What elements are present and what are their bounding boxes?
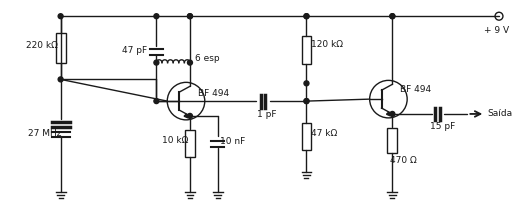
Circle shape: [304, 14, 309, 19]
Text: 1 pF: 1 pF: [257, 110, 277, 119]
Text: 15 pF: 15 pF: [430, 122, 455, 131]
Bar: [302, 123, 312, 150]
Circle shape: [390, 14, 395, 19]
Circle shape: [154, 14, 159, 19]
Text: 220 kΩ: 220 kΩ: [26, 41, 58, 50]
Text: Saída: Saída: [487, 110, 513, 118]
Circle shape: [304, 99, 309, 104]
Bar: [387, 128, 398, 154]
Text: 470 Ω: 470 Ω: [391, 156, 417, 165]
Text: 10 nF: 10 nF: [219, 137, 245, 146]
Circle shape: [58, 77, 63, 82]
Circle shape: [154, 60, 159, 65]
Circle shape: [188, 14, 192, 19]
Text: + 9 V: + 9 V: [484, 26, 509, 35]
Text: 47 pF: 47 pF: [122, 46, 147, 55]
Text: 27 MHz: 27 MHz: [28, 129, 61, 138]
Circle shape: [390, 14, 395, 19]
Text: 47 kΩ: 47 kΩ: [312, 129, 338, 138]
Text: 6 esp: 6 esp: [195, 54, 219, 63]
Circle shape: [304, 99, 309, 104]
Circle shape: [188, 113, 192, 118]
Text: 10 kΩ: 10 kΩ: [162, 136, 189, 145]
Bar: [56, 33, 66, 63]
Bar: [302, 36, 312, 64]
Polygon shape: [386, 112, 391, 116]
Circle shape: [188, 60, 192, 65]
Circle shape: [304, 14, 309, 19]
Text: 120 kΩ: 120 kΩ: [312, 40, 343, 49]
Circle shape: [188, 14, 192, 19]
Circle shape: [154, 99, 159, 104]
Circle shape: [304, 81, 309, 86]
Bar: [185, 130, 195, 157]
Text: BF 494: BF 494: [198, 89, 229, 98]
Polygon shape: [184, 114, 188, 118]
Text: BF 494: BF 494: [400, 85, 431, 94]
Circle shape: [58, 14, 63, 19]
Circle shape: [390, 111, 395, 117]
